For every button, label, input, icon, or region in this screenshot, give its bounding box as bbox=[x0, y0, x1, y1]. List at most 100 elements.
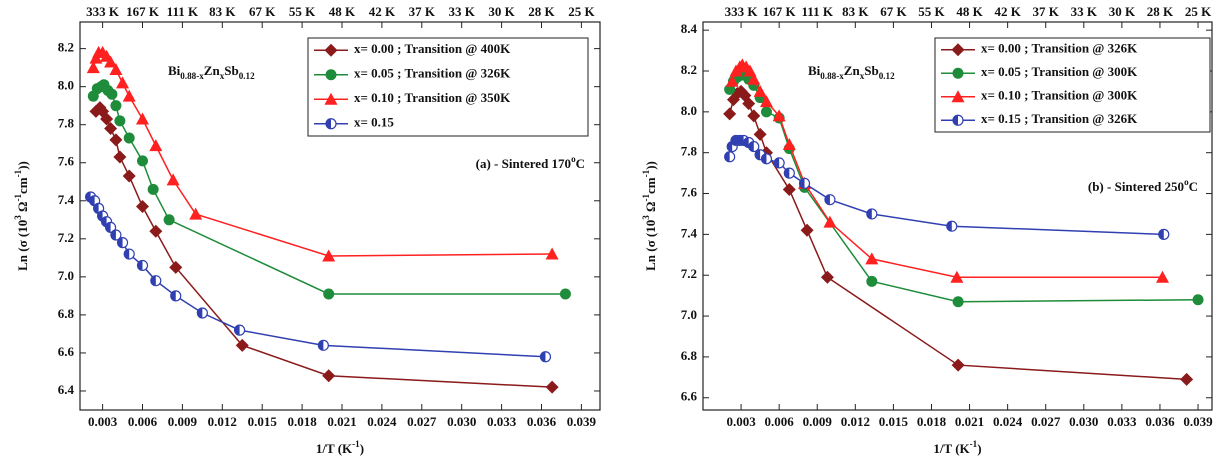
annotation-part: (b) - Sintered 250 bbox=[1088, 179, 1184, 194]
marker bbox=[110, 100, 122, 112]
legend-label: x= 0.05 ; Transition @ 300K bbox=[981, 64, 1138, 79]
marker bbox=[104, 221, 117, 234]
x-tick-label: 0.003 bbox=[726, 414, 756, 429]
marker bbox=[170, 290, 182, 302]
x2-tick-label: 33 K bbox=[449, 4, 476, 19]
formula-part: x bbox=[220, 71, 225, 81]
x-axis-label-part: 1/T (K bbox=[316, 441, 353, 456]
x2-tick-label: 37 K bbox=[409, 4, 436, 19]
legend-label: x= 0.00 ; Transition @ 400K bbox=[354, 41, 511, 56]
marker bbox=[951, 358, 965, 372]
marker-half bbox=[953, 115, 958, 126]
x2-tick-label: 55 K bbox=[289, 4, 316, 19]
x-tick-label: 0.009 bbox=[168, 414, 198, 429]
legend-box bbox=[307, 37, 589, 137]
y-axis-label-part: Ω bbox=[15, 202, 30, 216]
x2-tick-label: 67 K bbox=[880, 4, 907, 19]
legend-label: x= 0.10 ; Transition @ 300K bbox=[981, 88, 1138, 103]
marker bbox=[136, 259, 149, 272]
marker bbox=[322, 369, 336, 383]
marker bbox=[104, 122, 118, 136]
y-axis-label-part: -1 bbox=[641, 194, 651, 202]
x2-tick-label: 33 K bbox=[1071, 4, 1098, 19]
y-tick-label: 7.2 bbox=[681, 266, 697, 281]
formula-part: Zn bbox=[844, 63, 861, 78]
marker-half bbox=[197, 308, 203, 318]
marker-half bbox=[761, 153, 767, 164]
legend-label: x= 0.10 ; Transition @ 350K bbox=[354, 90, 511, 105]
marker bbox=[104, 55, 118, 68]
marker-half bbox=[89, 195, 95, 206]
y-tick-label: 6.6 bbox=[681, 389, 698, 404]
x-tick-label: 0.036 bbox=[527, 414, 557, 429]
marker-half bbox=[824, 194, 830, 205]
marker bbox=[86, 61, 100, 74]
y-tick-label: 8.2 bbox=[58, 40, 74, 55]
annotation-part: C bbox=[576, 156, 585, 171]
y-axis-label-part: -1 bbox=[641, 169, 651, 177]
formula: Bi0.88-xZnxSb0.12 bbox=[168, 63, 255, 81]
y-axis-label-part: -1 bbox=[13, 194, 23, 202]
x2-tick-label: 37 K bbox=[1033, 4, 1060, 19]
x2-tick-label: 30 K bbox=[488, 4, 515, 19]
plot-frame bbox=[702, 21, 1213, 411]
marker bbox=[325, 118, 337, 130]
marker bbox=[725, 74, 739, 87]
x-tick-label: 0.039 bbox=[567, 414, 597, 429]
x2-tick-label: 55 K bbox=[918, 4, 945, 19]
marker bbox=[773, 157, 785, 169]
formula-part: Sb bbox=[864, 63, 878, 78]
x-axis-label-part: ) bbox=[977, 441, 981, 456]
formula-part: Zn bbox=[204, 63, 221, 78]
y-tick-label: 6.4 bbox=[58, 382, 75, 397]
x-tick-label: 0.018 bbox=[917, 414, 947, 429]
marker bbox=[147, 183, 159, 195]
annotation-part: o bbox=[571, 154, 576, 164]
marker bbox=[724, 151, 736, 163]
marker bbox=[149, 224, 163, 238]
x-tick-label: 0.009 bbox=[803, 414, 833, 429]
marker-half bbox=[748, 141, 754, 152]
marker bbox=[952, 67, 964, 79]
x-axis-label-part: 1/T (K bbox=[933, 441, 970, 456]
marker bbox=[866, 208, 878, 220]
marker bbox=[137, 155, 149, 167]
y-tick-label: 6.8 bbox=[58, 306, 75, 321]
marker bbox=[1155, 270, 1169, 283]
x-tick-label: 0.036 bbox=[1145, 414, 1175, 429]
y-tick-label: 8.4 bbox=[681, 21, 698, 36]
marker bbox=[539, 351, 552, 363]
marker bbox=[109, 133, 123, 147]
marker bbox=[150, 275, 162, 287]
x-axis-label: 1/T (K-1) bbox=[316, 439, 364, 456]
marker bbox=[113, 150, 127, 164]
x-tick-label: 0.015 bbox=[879, 414, 909, 429]
x-tick-label: 0.024 bbox=[367, 414, 397, 429]
annotation: (b) - Sintered 250oC bbox=[1088, 177, 1198, 194]
marker bbox=[166, 173, 180, 186]
marker-half bbox=[93, 203, 99, 214]
marker-half bbox=[799, 178, 805, 189]
x2-tick-label: 28 K bbox=[1147, 4, 1174, 19]
x2-tick-label: 48 K bbox=[956, 4, 983, 19]
marker bbox=[122, 169, 136, 183]
x-axis-label: 1/T (K-1) bbox=[933, 439, 981, 456]
marker bbox=[163, 214, 175, 226]
x2-tick-label: 42 K bbox=[369, 4, 396, 19]
x-tick-label: 0.024 bbox=[993, 414, 1023, 429]
y-axis-label-part: 3 bbox=[13, 215, 23, 220]
annotation: (a) - Sintered 170oC bbox=[476, 154, 585, 171]
formula-part: 0.88-x bbox=[820, 71, 844, 81]
marker-half bbox=[101, 216, 107, 227]
y-axis-label: Ln (σ (103 Ω-1cm-1)) bbox=[13, 161, 30, 271]
marker-half bbox=[784, 168, 790, 179]
y-tick-label: 6.6 bbox=[58, 344, 75, 359]
marker bbox=[324, 92, 338, 105]
marker bbox=[748, 140, 760, 153]
y-tick-label: 7.8 bbox=[681, 144, 698, 159]
x-tick-label: 0.006 bbox=[765, 414, 795, 429]
x-axis-label-part: -1 bbox=[352, 439, 360, 449]
marker bbox=[798, 177, 811, 189]
formula-part: x bbox=[860, 71, 865, 81]
marker bbox=[782, 138, 796, 151]
